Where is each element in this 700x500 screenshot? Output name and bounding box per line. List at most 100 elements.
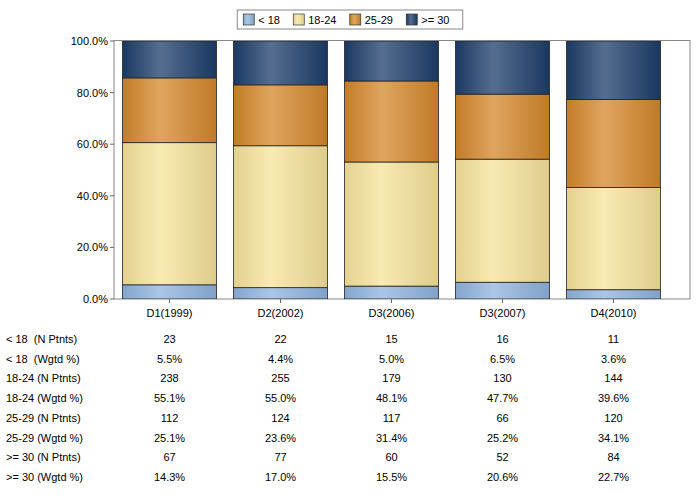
y-tick-label: 20.0% bbox=[77, 241, 108, 253]
x-tick-label: D3(2007) bbox=[480, 307, 526, 319]
count-cell: 238 bbox=[160, 372, 178, 384]
count-cell: 11 bbox=[608, 333, 619, 345]
count-cell: 60 bbox=[385, 451, 397, 463]
row-label: < 18 (Wgtd %) bbox=[6, 353, 80, 365]
y-tick bbox=[110, 247, 114, 248]
bar-segment bbox=[123, 285, 217, 299]
legend-swatch bbox=[293, 14, 304, 25]
percent-cell: 5.0% bbox=[379, 353, 404, 365]
percent-cell: 25.1% bbox=[154, 432, 185, 444]
percent-cell: 47.7% bbox=[487, 392, 518, 404]
bar-segment bbox=[456, 41, 550, 94]
legend-box bbox=[237, 10, 463, 29]
count-cell: 120 bbox=[604, 412, 622, 424]
count-cell: 66 bbox=[496, 412, 508, 424]
legend-swatch bbox=[350, 14, 361, 25]
bars bbox=[123, 41, 661, 299]
legend-label: 25-29 bbox=[365, 14, 393, 26]
x-tick bbox=[391, 299, 392, 303]
percent-cell: 23.6% bbox=[265, 432, 296, 444]
y-tick-label: 80.0% bbox=[77, 87, 108, 99]
x-tick-label: D2(2002) bbox=[258, 307, 304, 319]
percent-cell: 15.5% bbox=[376, 471, 407, 483]
percent-cell: 34.1% bbox=[598, 432, 629, 444]
y-tick-label: 40.0% bbox=[77, 190, 108, 202]
y-tick bbox=[110, 41, 114, 42]
legend-swatch bbox=[243, 14, 254, 25]
count-cell: 15 bbox=[385, 333, 397, 345]
percent-cell: 39.6% bbox=[598, 392, 629, 404]
bar-segment bbox=[234, 41, 328, 85]
bar-segment bbox=[123, 78, 217, 143]
bar-segment bbox=[567, 41, 661, 100]
percent-cell: 6.5% bbox=[490, 353, 515, 365]
x-tick-label: D1(1999) bbox=[147, 307, 193, 319]
count-cell: 179 bbox=[382, 372, 400, 384]
row-label: >= 30 (Wgtd %) bbox=[6, 471, 83, 483]
percent-cell: 55.0% bbox=[265, 392, 296, 404]
bar-segment bbox=[345, 81, 439, 162]
y-tick bbox=[110, 299, 114, 300]
percent-cell: 5.5% bbox=[157, 353, 182, 365]
count-cell: 117 bbox=[383, 412, 401, 424]
y-tick-label: 0.0% bbox=[83, 293, 108, 305]
legend-label: 18-24 bbox=[308, 14, 336, 26]
percent-cell: 48.1% bbox=[376, 392, 407, 404]
row-label: 18-24 (N Ptnts) bbox=[6, 372, 81, 384]
count-cell: 23 bbox=[163, 333, 175, 345]
x-tick bbox=[502, 299, 503, 303]
percent-cell: 17.0% bbox=[265, 471, 296, 483]
row-label: >= 30 (N Ptnts) bbox=[6, 451, 81, 463]
legend-label: < 18 bbox=[258, 14, 280, 26]
chart: 0.0% 20.0% 40.0% 60.0% 80.0% 100.0% D1(1999) D2… bbox=[0, 0, 700, 500]
bar-segment bbox=[234, 146, 328, 288]
x-tick bbox=[613, 299, 614, 303]
x-tick-label: D4(2010) bbox=[591, 307, 637, 319]
bar-segment bbox=[234, 288, 328, 299]
y-tick-label: 60.0% bbox=[77, 138, 108, 150]
plot-frame bbox=[114, 41, 690, 300]
percent-cell: 22.7% bbox=[598, 471, 629, 483]
bar-segment bbox=[567, 100, 661, 188]
y-tick-label: 100.0% bbox=[71, 35, 109, 47]
y-tick bbox=[110, 195, 114, 196]
bar-segment bbox=[345, 41, 439, 81]
x-tick bbox=[280, 299, 281, 303]
count-cell: 67 bbox=[163, 451, 175, 463]
count-cell: 22 bbox=[274, 333, 286, 345]
count-cell: 16 bbox=[496, 333, 508, 345]
count-cell: 77 bbox=[274, 451, 286, 463]
row-label: 18-24 (Wgtd %) bbox=[6, 392, 83, 404]
count-cell: 144 bbox=[604, 372, 622, 384]
bar-segment bbox=[567, 188, 661, 290]
x-tick-label: D3(2006) bbox=[369, 307, 415, 319]
count-cell: 52 bbox=[496, 451, 508, 463]
legend-label: >= 30 bbox=[421, 14, 449, 26]
percent-cell: 55.1% bbox=[154, 392, 185, 404]
row-label: 25-29 (Wgtd %) bbox=[6, 432, 83, 444]
count-cell: 124 bbox=[271, 412, 289, 424]
y-tick bbox=[110, 144, 114, 145]
percent-cell: 3.6% bbox=[601, 353, 626, 365]
bar-segment bbox=[567, 290, 661, 299]
bar-segment bbox=[123, 41, 217, 78]
bar-segment bbox=[456, 282, 550, 299]
bar-segment bbox=[456, 94, 550, 159]
row-label: 25-29 (N Ptnts) bbox=[6, 412, 81, 424]
y-tick bbox=[110, 92, 114, 93]
bar-segment bbox=[345, 286, 439, 299]
count-cell: 112 bbox=[161, 412, 179, 424]
row-label: < 18 (N Ptnts) bbox=[6, 333, 77, 345]
percent-cell: 4.4% bbox=[268, 353, 293, 365]
legend-swatch bbox=[406, 14, 417, 25]
percent-cell: 31.4% bbox=[376, 432, 407, 444]
x-tick bbox=[169, 299, 170, 303]
percent-cell: 14.3% bbox=[154, 471, 185, 483]
bar-segment bbox=[123, 143, 217, 285]
count-cell: 130 bbox=[493, 372, 511, 384]
percent-cell: 25.2% bbox=[487, 432, 518, 444]
count-cell: 84 bbox=[607, 451, 619, 463]
bar-segment bbox=[234, 85, 328, 146]
legend: < 18 18-24 25-29 >= 30 bbox=[237, 10, 463, 29]
percent-cell: 20.6% bbox=[487, 471, 518, 483]
